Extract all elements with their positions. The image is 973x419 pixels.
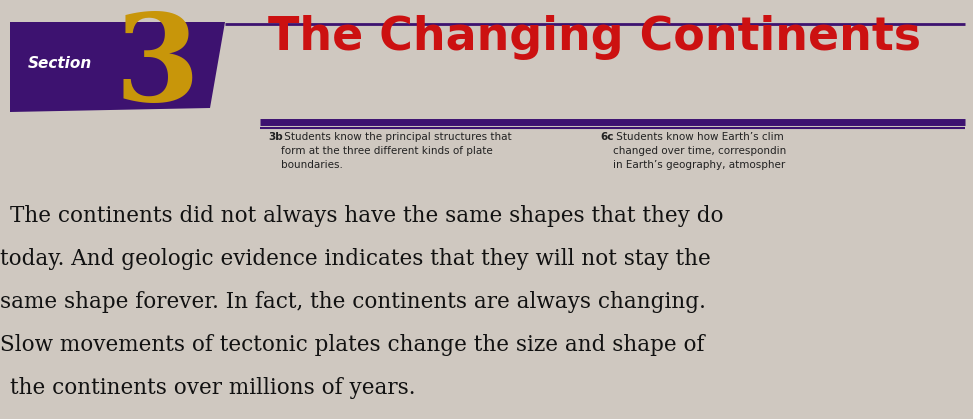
Text: 6c: 6c bbox=[600, 132, 614, 142]
Polygon shape bbox=[10, 22, 225, 112]
Text: 3: 3 bbox=[115, 8, 200, 126]
Text: the continents over millions of years.: the continents over millions of years. bbox=[10, 377, 415, 399]
Text: The Changing Continents: The Changing Continents bbox=[268, 15, 921, 60]
Text: Students know how Earth’s clim
changed over time, correspondin
in Earth’s geogra: Students know how Earth’s clim changed o… bbox=[613, 132, 786, 170]
Text: same shape forever. In fact, the continents are always changing.: same shape forever. In fact, the contine… bbox=[0, 291, 705, 313]
Text: 3b: 3b bbox=[268, 132, 283, 142]
Text: today. And geologic evidence indicates that they will not stay the: today. And geologic evidence indicates t… bbox=[0, 248, 710, 270]
Text: Section: Section bbox=[28, 55, 92, 70]
Text: Slow movements of tectonic plates change the size and shape of: Slow movements of tectonic plates change… bbox=[0, 334, 704, 356]
Text: Students know the principal structures that
form at the three different kinds of: Students know the principal structures t… bbox=[281, 132, 512, 170]
Text: The continents did not always have the same shapes that they do: The continents did not always have the s… bbox=[10, 205, 724, 227]
